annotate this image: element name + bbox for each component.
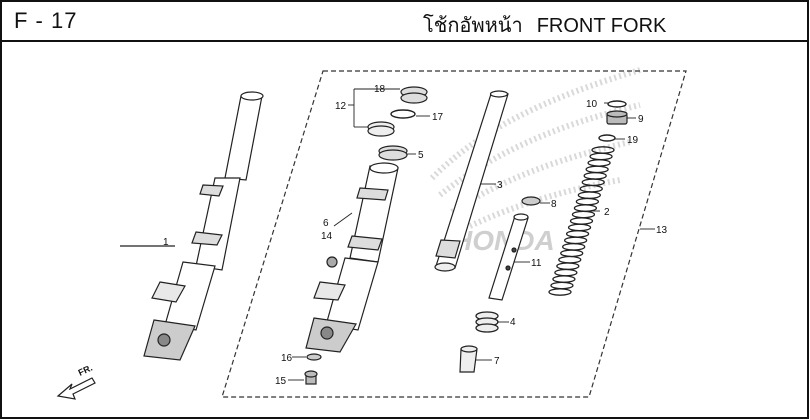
spring-coil — [560, 249, 584, 258]
header-bar: F - 17 โช้กอัพหน้า FRONT FORK — [0, 0, 808, 42]
spring-coil — [589, 152, 613, 161]
callout-17: 17 — [432, 112, 444, 123]
callout-18: 18 — [374, 84, 386, 95]
section-code: F - 17 — [14, 8, 78, 33]
spring-coil — [552, 275, 576, 283]
part-7-collar — [459, 345, 478, 373]
front-direction-arrow-icon: FR. — [56, 363, 96, 400]
spring-coil — [569, 217, 594, 225]
spring-coil — [585, 165, 609, 174]
title-english: FRONT FORK — [536, 15, 667, 37]
callout-5: 5 — [418, 150, 424, 161]
callout-14: 14 — [321, 231, 333, 242]
callout-15: 15 — [275, 376, 287, 387]
part-19-o-ring — [598, 134, 616, 142]
part-4-rebound-spring — [475, 311, 499, 333]
spring-coil — [550, 281, 574, 290]
spring-coil — [558, 255, 582, 264]
part-16-washer — [306, 353, 322, 361]
part-15-bolt — [304, 370, 318, 385]
part-5-dust-seal — [378, 145, 408, 161]
spring-coil — [583, 171, 607, 180]
spring-coil — [573, 204, 598, 212]
spring-coil — [577, 191, 601, 200]
spring-coil — [562, 242, 586, 251]
part-6-fork-leg-assembly — [305, 162, 399, 353]
callout-4: 4 — [510, 317, 516, 328]
part-2-fork-spring — [548, 146, 615, 296]
callout-1: 1 — [163, 237, 169, 248]
direction-label: FR. — [77, 363, 94, 378]
callout-3: 3 — [497, 180, 503, 191]
part-11-piston — [488, 213, 529, 301]
callout-16: 16 — [281, 353, 293, 364]
part-1-fork-leg-assembly — [120, 91, 264, 361]
part-17-stop-ring — [390, 109, 416, 119]
callout-12: 12 — [335, 101, 347, 112]
spring-coil — [587, 159, 611, 167]
callout-8: 8 — [551, 199, 557, 210]
spring-coil — [565, 230, 590, 238]
callout-10: 10 — [586, 99, 598, 110]
callout-6: 6 — [323, 218, 329, 229]
group-outline — [221, 70, 687, 398]
part-8-oil-lock-piece — [521, 196, 541, 206]
spring-coil — [548, 288, 572, 296]
callout-13: 13 — [656, 225, 668, 236]
part-3-fork-pipe — [434, 90, 509, 272]
spring-coil — [556, 262, 580, 271]
part-18-oil-seal — [400, 86, 428, 104]
callout-7: 7 — [494, 356, 500, 367]
callout-2: 2 — [604, 207, 610, 218]
part-12-seal-set — [367, 121, 395, 137]
callout-19: 19 — [627, 135, 639, 146]
part-10-snap-ring — [607, 100, 627, 108]
part-9-fork-bolt — [606, 110, 628, 125]
spring-coil — [567, 223, 592, 232]
spring-coil — [575, 197, 600, 206]
title-thai: โช้กอัพหน้า — [423, 15, 523, 37]
spring-coil — [554, 268, 578, 277]
spring-coil — [579, 184, 603, 193]
page-title: โช้กอัพหน้า FRONT FORK — [423, 9, 666, 41]
callout-labels: 1 2 3 4 5 6 7 8 9 10 11 12 13 14 15 16 1… — [163, 84, 668, 387]
callout-11: 11 — [531, 258, 542, 269]
spring-coil — [563, 236, 588, 245]
leader-lines — [288, 88, 655, 381]
callout-9: 9 — [638, 114, 644, 125]
spring-coil — [571, 210, 596, 219]
